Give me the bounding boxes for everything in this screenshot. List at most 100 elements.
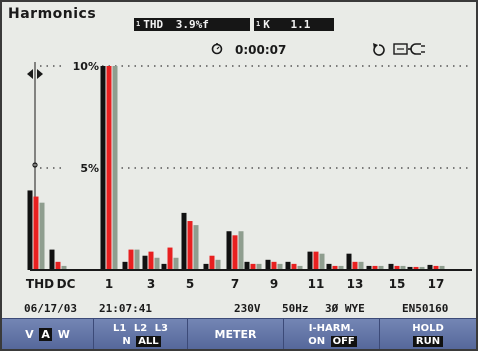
bar-series1-9 — [265, 259, 271, 270]
bar-series3-4 — [173, 257, 179, 270]
phase-rotation-icon — [373, 43, 385, 56]
unit-option-v[interactable]: V — [25, 328, 34, 341]
softkey-f1-unit[interactable]: V A W — [2, 319, 94, 349]
bar-series1-10 — [285, 261, 291, 270]
bar-series3-1 — [112, 66, 118, 270]
thd-value: 3.9 — [175, 18, 196, 31]
bar-series2-11 — [313, 251, 319, 270]
bar-series3-16 — [419, 266, 425, 270]
phase-option-l2[interactable]: L2 — [133, 323, 148, 334]
x-tick-label-15: 15 — [389, 277, 406, 291]
bar-series3-17 — [439, 265, 445, 270]
bar-series1-2 — [122, 261, 128, 270]
k-value: 1.1 — [290, 18, 311, 31]
time: 21:07:41 — [99, 302, 152, 315]
bar-series3-15 — [400, 265, 406, 270]
bar-series3-7 — [238, 231, 244, 270]
bar-series3-10 — [297, 265, 303, 270]
phase-option-n[interactable]: N — [122, 336, 131, 347]
bar-series2-12 — [332, 265, 338, 270]
i-harm-off[interactable]: OFF — [330, 336, 357, 347]
bar-series2-3 — [148, 251, 154, 270]
x-tick-label-9: 9 — [270, 277, 278, 291]
x-tick-label-thd: THD — [26, 277, 54, 291]
softkey-f4-i-harm[interactable]: I-HARM. ON OFF — [284, 319, 380, 349]
bar-series2-14 — [372, 265, 378, 270]
harmonics-chart: 0:00:07 10%5% THD DC 1 3 5 7 9 11 13 15 17 — [26, 43, 472, 291]
bar-series1-13 — [346, 253, 352, 270]
bar-series3-6 — [215, 259, 221, 270]
softkey-f5-hold-run[interactable]: HOLD RUN — [380, 319, 476, 349]
phase-option-l1[interactable]: L1 — [113, 323, 127, 334]
bar-series1-DC — [49, 249, 55, 270]
softkey-f2-phase[interactable]: L1 L2 L3 N ALL — [94, 319, 188, 349]
bar-series2-7 — [232, 235, 238, 270]
bar-series3-13 — [358, 261, 364, 270]
limits-standard: EN50160 — [402, 302, 449, 315]
bar-series1-THD — [27, 190, 33, 270]
screen-title: Harmonics — [8, 6, 97, 22]
bar-series3-5 — [193, 225, 199, 270]
date: 06/17/03 — [24, 302, 77, 315]
phase-option-all[interactable]: ALL — [136, 336, 161, 347]
bar-series2-THD — [33, 196, 39, 270]
bar-series1-4 — [161, 263, 167, 270]
bar-series2-8 — [250, 263, 256, 270]
bar-series2-16 — [413, 266, 419, 270]
thd-readout: 1 THD 3.9%f — [134, 18, 250, 31]
bar-series2-9 — [271, 261, 277, 270]
bar-series2-6 — [209, 255, 215, 270]
hold-label: HOLD — [412, 323, 444, 334]
thd-unit: %f — [195, 18, 209, 31]
bar-series3-3 — [154, 257, 160, 270]
elapsed-time: 0:00:07 — [235, 43, 286, 57]
run-label: RUN — [412, 336, 444, 347]
bar-series3-9 — [277, 263, 283, 270]
bar-series1-12 — [326, 263, 332, 270]
thd-phase-label: 1 — [136, 20, 141, 28]
bar-series3-THD — [39, 202, 45, 270]
k-label: K — [263, 18, 270, 31]
bar-series3-14 — [378, 265, 384, 270]
wiring-config: 3Ø WYE — [325, 302, 365, 315]
i-harm-on[interactable]: ON — [308, 336, 326, 347]
bar-series3-11 — [319, 253, 325, 270]
timer-icon — [211, 43, 223, 55]
bar-series1-7 — [226, 231, 232, 270]
bar-series2-13 — [352, 261, 358, 270]
softkey-bar: V A W L1 L2 L3 N ALL METER I-HARM. ON OF… — [2, 318, 476, 349]
bar-series1-3 — [142, 255, 148, 270]
bar-series1-14 — [366, 265, 372, 270]
bar-series2-10 — [291, 263, 297, 270]
bar-series2-DC — [55, 261, 61, 270]
bar-series2-1 — [106, 66, 112, 270]
bar-series2-2 — [128, 249, 134, 270]
bar-series3-8 — [256, 263, 262, 270]
bar-series2-15 — [394, 265, 400, 270]
status-bar: 06/17/03 21:07:41 230V 50Hz 3Ø WYE EN501… — [2, 302, 476, 317]
x-tick-label-1: 1 — [105, 277, 113, 291]
bar-series3-2 — [134, 249, 140, 270]
unit-option-a[interactable]: A — [39, 328, 52, 341]
x-tick-label-17: 17 — [428, 277, 445, 291]
bar-series2-5 — [187, 221, 193, 270]
x-tick-label-5: 5 — [186, 277, 194, 291]
bar-series3-DC — [61, 265, 67, 270]
y-tick-label-1: 5% — [80, 162, 99, 175]
nominal-voltage: 230V — [234, 302, 261, 315]
x-tick-label-13: 13 — [347, 277, 364, 291]
bar-series1-5 — [181, 212, 187, 270]
softkey-f3-meter[interactable]: METER — [188, 319, 284, 349]
bar-series3-12 — [338, 265, 344, 270]
bar-series1-1 — [100, 66, 106, 270]
phase-option-l3[interactable]: L3 — [154, 323, 168, 334]
bar-series1-16 — [407, 266, 413, 270]
k-phase-label: 1 — [256, 20, 261, 28]
mains-plug-icon — [393, 43, 425, 55]
bar-series1-15 — [388, 263, 394, 270]
unit-option-w[interactable]: W — [57, 328, 70, 341]
bar-series1-17 — [427, 264, 433, 270]
x-tick-label-7: 7 — [231, 277, 239, 291]
